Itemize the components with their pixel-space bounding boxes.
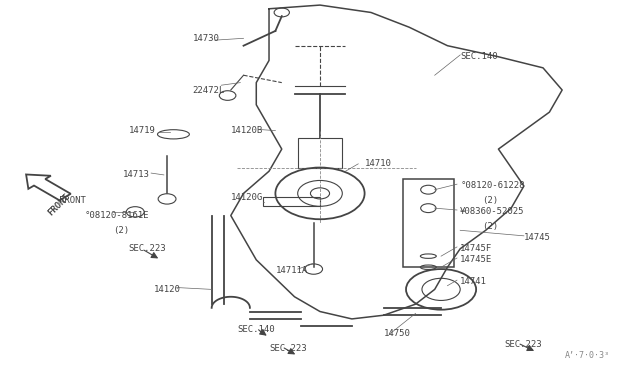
Text: 14120B: 14120B [231,126,263,135]
Text: 14745E: 14745E [460,255,492,264]
Text: 14745: 14745 [524,233,551,242]
Text: 14120G: 14120G [231,193,263,202]
Text: SEC.223: SEC.223 [269,344,307,353]
Text: 14730: 14730 [193,34,220,43]
Text: °08120-8161E: °08120-8161E [84,211,148,220]
Text: ¥08360-52025: ¥08360-52025 [460,207,525,217]
Bar [403,179,454,267]
Text: 14750: 14750 [384,329,411,338]
Text: (2): (2) [483,222,499,231]
Text: 14710: 14710 [365,159,392,169]
Text: 14745F: 14745F [460,244,492,253]
Text: 22472L: 22472L [193,86,225,94]
Bar [262,197,320,206]
Text: 14711A: 14711A [275,266,308,275]
Text: 14713: 14713 [122,170,149,179]
Text: FRONT: FRONT [46,192,72,217]
Text: SEC.223: SEC.223 [129,244,166,253]
Text: A’·7·0·3³: A’·7·0·3³ [565,350,610,359]
Text: SEC.223: SEC.223 [505,340,543,349]
Text: (2): (2) [483,196,499,205]
Text: 14719: 14719 [129,126,156,135]
Text: (2): (2) [113,226,129,235]
Text: SEC.140: SEC.140 [460,52,498,61]
Text: 14741: 14741 [460,278,487,286]
Text: °08120-61228: °08120-61228 [460,182,525,190]
Text: 14120: 14120 [154,285,181,294]
Text: FRONT: FRONT [59,196,86,205]
Text: SEC.140: SEC.140 [237,326,275,334]
